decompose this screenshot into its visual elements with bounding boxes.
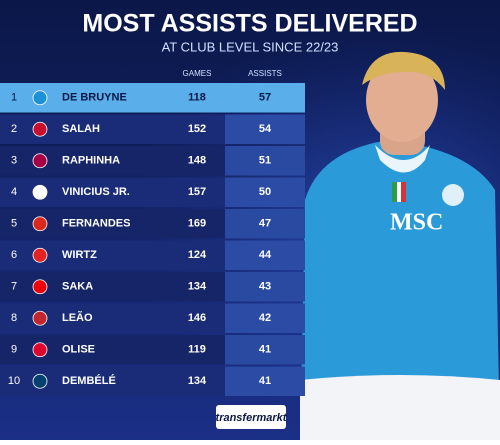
club-logo (32, 184, 48, 200)
rank: 7 (11, 281, 17, 293)
games: 119 (188, 344, 206, 356)
title: MOST ASSISTS DELIVERED (82, 10, 417, 38)
games: 157 (188, 186, 206, 198)
column-header: GAMES (183, 69, 212, 78)
player-name: DEMBÉLÉ (62, 374, 116, 387)
assists: 44 (259, 249, 272, 261)
assists-cell (225, 114, 305, 144)
games: 124 (188, 249, 207, 261)
rank: 8 (11, 312, 17, 324)
subtitle: AT CLUB LEVEL SINCE 22/23 (162, 39, 339, 54)
club-logo (32, 310, 48, 326)
games: 134 (188, 281, 207, 293)
rank: 6 (11, 249, 17, 261)
rank: 4 (11, 186, 17, 198)
rank: 3 (11, 155, 17, 167)
assists-cell (225, 272, 305, 302)
column-header: ASSISTS (248, 69, 282, 78)
club-logo (32, 90, 48, 106)
games: 146 (188, 312, 206, 324)
logo-box (216, 405, 286, 429)
player-name: SALAH (62, 123, 100, 135)
player-illustration: MSC (300, 51, 500, 440)
rank: 5 (11, 218, 17, 230)
rank: 1 (11, 92, 17, 104)
games: 148 (188, 155, 206, 167)
assists: 50 (259, 186, 271, 198)
player-name: OLISE (62, 344, 95, 356)
assists-cell (225, 209, 305, 239)
assists: 41 (259, 375, 271, 387)
club-logo (32, 373, 48, 389)
assists-cell (225, 303, 305, 333)
player-name: RAPHINHA (62, 155, 120, 167)
club-logo (32, 121, 48, 137)
assists-cell (225, 335, 305, 365)
rank: 10 (8, 375, 20, 387)
club-logo (32, 247, 48, 263)
logo: transfermarkt (216, 412, 288, 424)
games: 134 (188, 375, 207, 387)
player-name: VINICIUS JR. (62, 186, 130, 198)
club-logo (32, 216, 48, 232)
assists: 57 (259, 92, 271, 104)
rank: 9 (11, 344, 17, 356)
assists: 51 (259, 155, 271, 167)
player-name: LEÃO (62, 311, 93, 324)
svg-text:MSC: MSC (390, 210, 443, 236)
club-logo (32, 279, 48, 295)
games: 152 (188, 123, 206, 135)
player-name: DE BRUYNE (62, 92, 127, 104)
assists-cell (225, 146, 305, 176)
player-name: SAKA (62, 281, 93, 293)
assists: 47 (259, 218, 271, 230)
assists: 43 (259, 281, 271, 293)
row-background (0, 83, 305, 113)
assists-cell (225, 177, 305, 207)
assists: 42 (259, 312, 271, 324)
games: 169 (188, 218, 206, 230)
assists-cell (225, 240, 305, 270)
club-logo (32, 342, 48, 358)
rank: 2 (11, 123, 17, 135)
player-name: FERNANDES (62, 218, 130, 230)
player-name: WIRTZ (62, 249, 97, 261)
assists: 54 (259, 123, 272, 135)
assists-cell (225, 366, 305, 396)
games: 118 (188, 92, 206, 104)
club-logo (32, 153, 48, 169)
assists: 41 (259, 344, 271, 356)
